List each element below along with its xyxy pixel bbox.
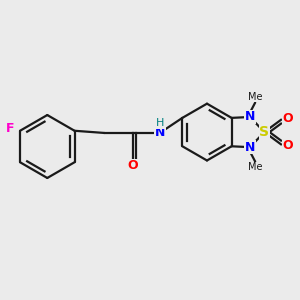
Text: N: N: [245, 141, 255, 154]
Text: H: H: [156, 118, 164, 128]
Text: N: N: [155, 127, 165, 140]
Text: O: O: [128, 159, 138, 172]
Text: Me: Me: [248, 92, 262, 102]
Text: O: O: [282, 139, 293, 152]
Text: O: O: [282, 112, 293, 125]
Text: F: F: [6, 122, 15, 135]
Text: Me: Me: [248, 162, 262, 172]
Text: S: S: [260, 125, 269, 139]
Text: N: N: [245, 110, 255, 124]
